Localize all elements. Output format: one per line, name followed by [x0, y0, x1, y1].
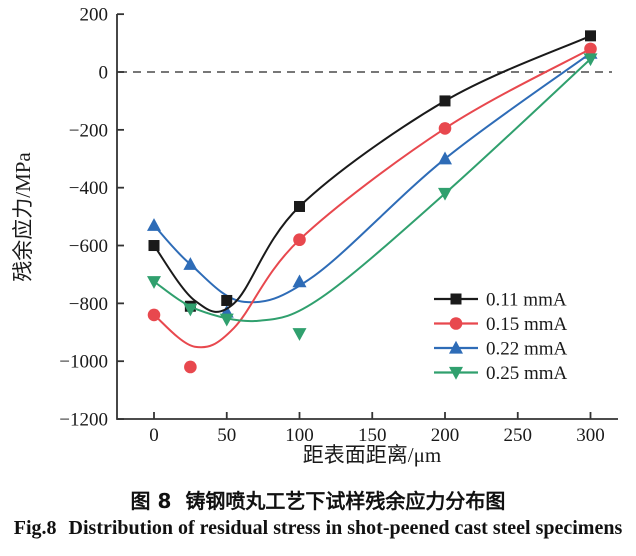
caption-chinese-text: 铸钢喷丸工艺下试样残余应力分布图: [185, 489, 506, 513]
legend-item-0-25-mma: 0.25 mmA: [434, 363, 568, 384]
x-tick-label: 300: [576, 425, 605, 446]
marker-0-11-mma: [439, 95, 451, 107]
caption-chinese-number: 图 8: [130, 489, 172, 513]
y-tick-label: −200: [69, 120, 108, 141]
marker-0-25-mma: [147, 276, 161, 289]
marker-0-22-mma: [438, 151, 452, 165]
marker-0-15-mma: [147, 308, 161, 322]
legend-item-0-11-mma: 0.11 mmA: [434, 290, 567, 311]
legend-item-0-22-mma: 0.22 mmA: [434, 339, 568, 360]
marker-0-11-mma: [221, 294, 233, 306]
y-tick-label: −600: [69, 236, 108, 257]
caption-english-number: Fig.8: [13, 517, 57, 539]
marker-0-11-mma: [148, 240, 160, 252]
caption-chinese: 图 8 铸钢喷丸工艺下试样残余应力分布图: [0, 485, 636, 514]
marker-0-11-mma: [585, 30, 596, 42]
marker-0-22-mma: [292, 274, 307, 288]
marker-0-15-mma: [438, 122, 452, 135]
y-tick-label: −1000: [59, 352, 108, 373]
y-tick-label: 0: [99, 63, 109, 84]
y-tick-label: −800: [69, 294, 108, 315]
legend-marker-0-11-mma: [450, 293, 462, 305]
legend: 0.11 mmA 0.15 mmA 0.22 mmA 0.25 mmA: [434, 290, 568, 384]
marker-0-15-mma: [184, 360, 197, 374]
legend-label: 0.22 mmA: [486, 339, 568, 360]
caption-english-text: Distribution of residual stress in shot-…: [68, 517, 623, 539]
series-0-15-mma: [147, 42, 597, 374]
marker-0-11-mma: [294, 200, 305, 212]
marker-0-25-mma: [583, 53, 598, 67]
series-curve-0-22-mma: [153, 52, 592, 304]
marker-0-15-mma: [584, 42, 597, 56]
y-tick-label: −1200: [59, 410, 108, 431]
series-0-25-mma: [147, 53, 598, 341]
x-tick-label: 100: [285, 425, 314, 446]
series-0-22-mma: [147, 46, 598, 318]
x-tick-label: 150: [358, 425, 387, 446]
legend-label: 0.11 mmA: [486, 290, 567, 311]
y-axis-title: 残余应力/MPa: [11, 152, 35, 282]
legend-marker-0-15-mma: [449, 317, 463, 330]
marker-0-25-mma: [219, 313, 234, 327]
marker-0-25-mma: [438, 187, 452, 201]
legend-marker-0-25-mma: [449, 366, 463, 380]
legend-item-0-15-mma: 0.15 mmA: [434, 314, 568, 335]
y-tick-label: −400: [69, 178, 108, 199]
marker-0-22-mma: [183, 257, 198, 270]
caption-english: Fig.8 Distribution of residual stress in …: [0, 517, 636, 540]
chart-area: 200 0 −200 −400 −600 −800 −1000 −1200 0 50 100 150 2…: [11, 5, 618, 467]
residual-stress-chart: 200 0 −200 −400 −600 −800 −1000 −1200 0 50 100 150 2…: [11, 5, 618, 467]
series-curve-0-11-mma: [153, 34, 591, 313]
x-tick-label: 200: [431, 425, 460, 446]
legend-label: 0.25 mmA: [486, 363, 568, 384]
marker-0-25-mma: [183, 303, 198, 317]
marker-0-25-mma: [292, 328, 307, 341]
legend-label: 0.15 mmA: [486, 314, 568, 335]
legend-marker-0-22-mma: [449, 340, 463, 354]
x-tick-label: 50: [217, 425, 236, 446]
marker-0-15-mma: [293, 233, 306, 247]
x-axis-title: 距表面距离/μm: [303, 443, 441, 467]
x-tick-label: 0: [149, 425, 159, 446]
x-tick-label: 250: [504, 425, 533, 446]
series-curve-0-25-mma: [153, 58, 592, 323]
marker-0-22-mma: [147, 218, 161, 231]
y-tick-label: 200: [80, 5, 109, 26]
